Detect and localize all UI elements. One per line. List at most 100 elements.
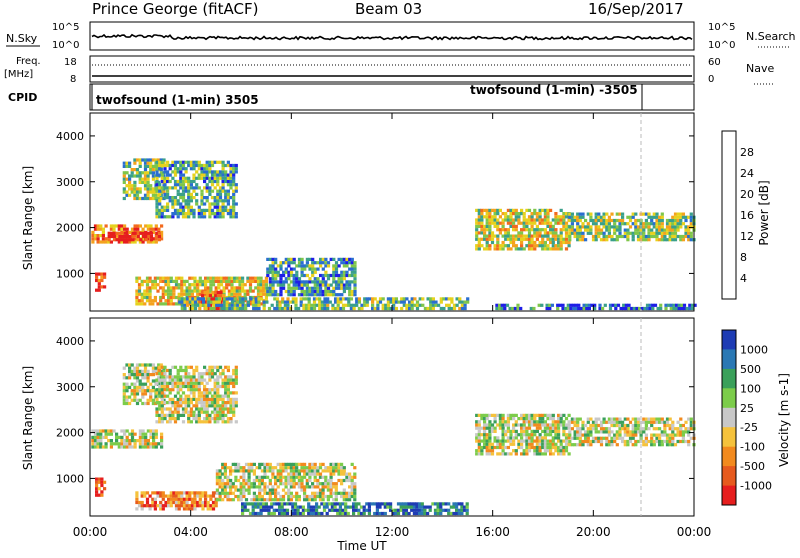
range-cell (166, 189, 170, 193)
range-cell (660, 430, 664, 434)
range-cell (179, 208, 183, 212)
range-cell (234, 466, 238, 470)
range-cell (673, 238, 678, 242)
range-cell (589, 231, 593, 235)
range-cell (133, 168, 137, 172)
range-cell (153, 507, 157, 511)
range-cell (504, 429, 508, 433)
range-cell (201, 494, 205, 498)
range-cell (146, 180, 150, 184)
range-cell (151, 500, 155, 505)
range-cell (530, 429, 534, 433)
range-cell (226, 368, 230, 373)
range-cell (324, 293, 328, 297)
range-cell (280, 502, 284, 506)
range-cell (631, 443, 635, 447)
range-cell (242, 488, 246, 492)
range-cell (512, 224, 516, 228)
range-cell (287, 475, 291, 479)
range-cell (447, 297, 451, 301)
range-cell (164, 299, 168, 303)
range-cell (176, 179, 180, 184)
range-cell (321, 485, 325, 489)
range-cell (607, 234, 611, 239)
range-cell (407, 505, 411, 509)
range-cell (197, 160, 201, 164)
range-cell (340, 277, 344, 281)
range-cell (428, 505, 432, 509)
range-cell (200, 208, 204, 212)
range-cell (332, 270, 336, 274)
range-cell (234, 365, 238, 369)
range-cell (321, 261, 325, 265)
range-cell (402, 511, 406, 516)
range-cell (151, 497, 155, 501)
range-cell (602, 430, 606, 434)
range-cell (308, 472, 312, 476)
range-cell (193, 279, 197, 283)
range-cell (496, 247, 500, 251)
range-cell (109, 227, 113, 231)
range-cell (675, 306, 679, 311)
range-cell (671, 443, 675, 447)
range-cell (192, 375, 196, 379)
range-cell (353, 475, 357, 479)
range-cell (96, 445, 100, 449)
range-cell (334, 273, 339, 278)
range-cell (151, 389, 155, 393)
range-cell (561, 303, 565, 307)
range-cell (679, 218, 683, 223)
range-cell (211, 507, 216, 511)
range-cell (123, 240, 127, 244)
range-cell (321, 498, 325, 502)
range-cell (196, 303, 200, 307)
range-cell (149, 442, 153, 446)
range-cell (287, 261, 291, 265)
range-cell (607, 427, 611, 431)
range-cell (517, 442, 521, 446)
range-cell (394, 306, 398, 311)
range-cell (267, 511, 271, 516)
range-cell (195, 397, 199, 401)
range-cell (218, 410, 223, 414)
range-cell (520, 429, 524, 433)
range-cell (204, 283, 208, 287)
range-cell (353, 283, 357, 287)
range-cell (192, 208, 196, 212)
range-cell (179, 163, 183, 168)
range-cell (128, 385, 132, 389)
range-cell (123, 227, 127, 231)
range-cell (222, 279, 226, 283)
range-cell (557, 429, 561, 433)
range-cell (226, 397, 230, 401)
range-cell (184, 189, 188, 193)
range-cell (530, 423, 534, 427)
range-cell (160, 163, 164, 168)
range-cell (559, 420, 563, 424)
range-cell (599, 231, 604, 235)
range-cell (130, 435, 135, 439)
range-cell (244, 462, 249, 466)
range-cell (562, 212, 566, 216)
range-cell (143, 161, 148, 165)
range-cell (255, 466, 259, 470)
range-cell (233, 292, 237, 296)
range-cell (689, 234, 693, 239)
range-cell (525, 420, 529, 424)
range-cell (141, 177, 145, 181)
range-cell (222, 294, 226, 298)
range-cell (216, 205, 220, 209)
range-cell (458, 297, 462, 301)
range-cell (221, 491, 225, 495)
range-cell (153, 283, 157, 287)
range-cell (533, 228, 537, 232)
range-cell (203, 378, 207, 382)
range-cell (613, 225, 617, 229)
range-cell (311, 466, 315, 470)
colorbar-tick-label: 100 (740, 382, 761, 395)
range-cell (480, 433, 484, 437)
range-cell (316, 293, 320, 297)
range-cell (219, 300, 223, 304)
range-cell (101, 230, 105, 234)
range-cell (623, 427, 627, 431)
